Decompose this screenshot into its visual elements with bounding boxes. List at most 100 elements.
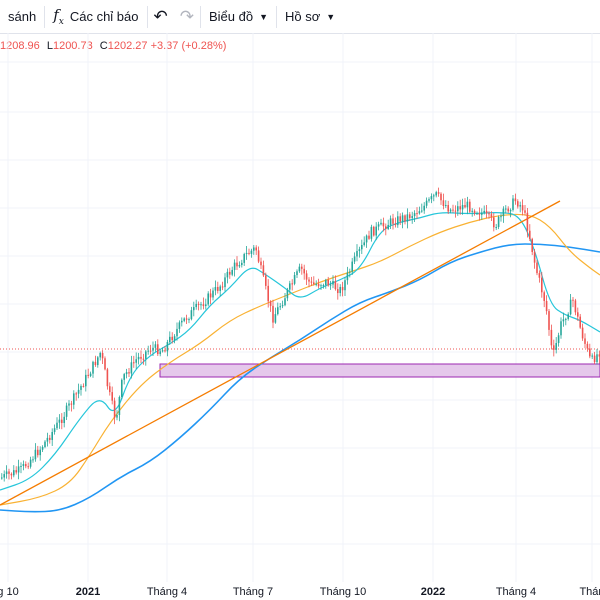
candle-body — [416, 213, 418, 215]
candle-body — [41, 447, 44, 450]
trend-line[interactable] — [0, 200, 561, 506]
candle-body — [296, 271, 298, 276]
candle-body — [231, 269, 233, 275]
candle-body — [401, 215, 404, 222]
candle-body — [277, 307, 279, 315]
candle-body — [29, 459, 32, 467]
candle-body — [526, 212, 529, 231]
candle-body — [409, 214, 411, 218]
candle-body — [545, 300, 548, 312]
x-tick-label: 2022 — [420, 586, 446, 598]
candle-body — [111, 392, 113, 401]
price-chart[interactable] — [0, 33, 600, 582]
candle-body — [351, 261, 353, 272]
ohlc-legend: 1208.96 L1200.73 C1202.27 +3.37 (+0.28%) — [0, 40, 226, 52]
candle-body — [262, 265, 265, 276]
candle-body — [550, 329, 553, 346]
candle-body — [425, 200, 428, 206]
candle-body — [121, 379, 123, 397]
candle-body — [334, 281, 337, 290]
candle-body — [442, 200, 445, 207]
candle-body — [392, 218, 394, 224]
candle-body — [413, 213, 416, 217]
candle-body — [286, 289, 289, 299]
toolbar-divider — [44, 5, 46, 28]
candle-body — [116, 414, 118, 418]
support-zone[interactable] — [159, 363, 600, 378]
candle-body — [317, 283, 320, 287]
candle-body — [394, 223, 397, 226]
candle-body — [329, 284, 332, 286]
candle-body — [435, 192, 437, 196]
candle-body — [272, 305, 274, 323]
candle-body — [485, 210, 488, 214]
candle-body — [315, 283, 317, 285]
candle-body — [32, 459, 34, 461]
candle-body — [25, 464, 27, 467]
candle-body — [245, 252, 248, 255]
candle-body — [97, 357, 99, 366]
candle-body — [541, 277, 543, 293]
candle-body — [49, 437, 51, 440]
candle-body — [123, 374, 125, 380]
legend-close-value: 1202.27 — [107, 40, 148, 52]
candle-body — [142, 358, 145, 360]
candle-body — [502, 208, 505, 217]
compare-button[interactable]: sánh — [0, 0, 44, 33]
candle-body — [229, 271, 231, 275]
candle-body — [368, 235, 370, 239]
x-tick-label: 2021 — [75, 586, 101, 598]
candle-body — [185, 318, 188, 320]
candle-body — [490, 214, 493, 218]
candle-body — [572, 299, 574, 301]
candle-body — [243, 254, 245, 263]
mid-moving-average-line — [0, 213, 600, 506]
candle-body — [569, 299, 572, 315]
indicators-button[interactable]: fx Các chỉ báo — [45, 0, 146, 33]
undo-button[interactable]: ↶ — [148, 0, 174, 33]
candle-body — [193, 307, 195, 311]
candle-body — [387, 224, 389, 229]
candle-body — [85, 374, 87, 387]
candle-body — [3, 474, 5, 478]
candle-body — [322, 285, 325, 287]
candle-body — [346, 272, 349, 281]
candle-body — [152, 347, 154, 351]
candle-body — [459, 206, 461, 210]
candle-body — [478, 213, 481, 215]
candle-body — [449, 209, 452, 212]
candle-body — [344, 280, 346, 291]
candle-body — [159, 351, 161, 355]
candle-body — [529, 230, 531, 239]
candle-body — [65, 405, 68, 417]
candle-body — [221, 286, 224, 288]
redo-button[interactable]: ↷ — [174, 0, 200, 33]
candle-body — [555, 343, 557, 350]
candle-body — [125, 372, 128, 375]
chevron-down-icon: ▼ — [259, 11, 269, 22]
candle-body — [341, 286, 344, 291]
candle-body — [373, 226, 375, 236]
candle-body — [500, 216, 502, 218]
candle-body — [161, 350, 164, 352]
legend-low-label: L — [46, 40, 53, 52]
chart-toolbar: sánh fx Các chỉ báo ↶ ↷ Biểu đồ ▼ Hồ sơ … — [0, 0, 600, 34]
candle-body — [80, 386, 82, 390]
candle-body — [303, 268, 305, 274]
candle-body — [255, 247, 257, 251]
candle-body — [469, 201, 471, 212]
toolbar-divider — [276, 5, 278, 28]
candle-body — [166, 341, 169, 352]
candle-body — [305, 273, 308, 280]
candle-body — [197, 303, 200, 305]
profile-dropdown[interactable]: Hồ sơ ▼ — [277, 0, 343, 33]
chart-type-dropdown[interactable]: Biểu đồ ▼ — [201, 0, 276, 33]
candle-body — [308, 279, 310, 282]
candle-body — [8, 471, 10, 474]
candle-body — [281, 305, 284, 307]
slow-moving-average-line — [0, 243, 600, 513]
candle-body — [505, 208, 507, 210]
candle-body — [457, 206, 459, 212]
candle-body — [596, 354, 598, 363]
candle-body — [109, 386, 111, 393]
